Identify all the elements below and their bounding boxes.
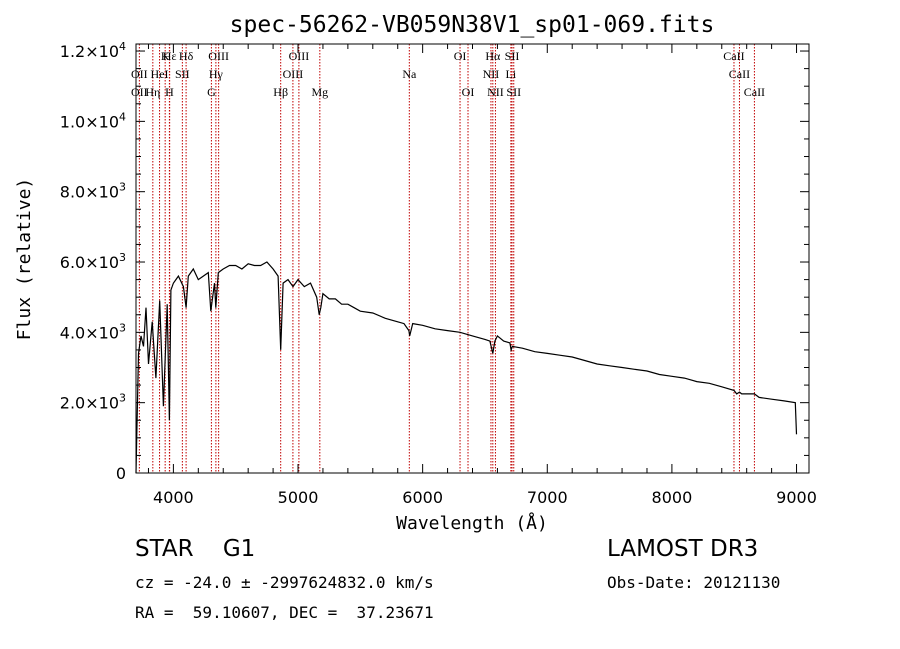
y-tick-label: 4.0×103 — [60, 321, 126, 342]
y-tick-label: 6.0×103 — [60, 251, 126, 272]
spectral-line-label: OIII — [208, 49, 229, 63]
x-axis-ticks: 4000 5000 6000 7000 8000 9000 — [147, 44, 817, 507]
spectral-line-label: H — [165, 85, 174, 99]
spectral-line-label: CaII — [744, 85, 765, 99]
y-tick-label: 2.0×103 — [60, 392, 126, 413]
chart-title: spec-56262-VB059N38V1_sp01-069.fits — [230, 12, 715, 38]
spectral-line-label: OII — [131, 85, 148, 99]
spectral-line-markers — [138, 44, 755, 473]
x-tick-label: 7000 — [527, 488, 568, 507]
spectral-line-label: Li — [506, 67, 517, 81]
spectral-line-label: Hη — [145, 85, 160, 99]
y-tick-label: 1.0×104 — [60, 110, 126, 131]
y-tick-label: 8.0×103 — [60, 181, 126, 202]
plot-frame — [135, 43, 810, 474]
spectral-line-label: Hγ — [209, 67, 224, 81]
object-subclass: G1 — [222, 536, 256, 562]
object-class-label: STAR G1 — [135, 536, 255, 562]
y-tick-label: 0 — [116, 464, 126, 483]
spectral-line-label: OII — [131, 67, 148, 81]
x-tick-label: 5000 — [278, 488, 319, 507]
spectral-line-label: Na — [402, 67, 417, 81]
y-axis-label: Flux (relative) — [14, 178, 35, 341]
x-tick-label: 6000 — [402, 488, 443, 507]
x-tick-label: 8000 — [652, 488, 693, 507]
spectral-line-label: Hβ — [273, 85, 288, 99]
object-class: STAR — [135, 536, 194, 562]
coordinates-text: RA = 59.10607, DEC = 37.23671 — [135, 603, 434, 622]
observation-date: Obs-Date: 20121130 — [607, 573, 781, 592]
spectral-line-label: K — [161, 49, 170, 63]
spectral-line-label: SII — [505, 49, 520, 63]
redshift-text: cz = -24.0 ± -2997624832.0 km/s — [135, 573, 434, 592]
spectral-line-label: OIII — [283, 67, 304, 81]
spectral-line-label: Hδ — [179, 49, 194, 63]
spectral-line-label: OI — [454, 49, 467, 63]
spectral-line-label: NII — [487, 85, 504, 99]
spectral-line-label: CaII — [729, 67, 750, 81]
y-tick-label: 1.2×104 — [60, 40, 126, 61]
spectrum-series-line — [135, 261, 798, 474]
spectral-line-label: G — [207, 85, 216, 99]
x-axis-label: Wavelength (Å) — [396, 512, 548, 534]
y-axis-ticks: 0 2.0×103 4.0×103 6.0×103 8.0×103 1.0×104 1.2×… — [60, 40, 809, 483]
x-tick-label: 9000 — [776, 488, 817, 507]
spectral-line-label: Hα — [485, 49, 501, 63]
spectral-line-label: SII — [506, 85, 521, 99]
spectral-line-label: OI — [462, 85, 475, 99]
spectral-line-label: NII — [483, 67, 500, 81]
spectral-line-label: OIII — [289, 49, 310, 63]
x-tick-label: 4000 — [153, 488, 194, 507]
spectral-line-label: CaII — [723, 49, 744, 63]
spectral-line-label: Mg — [311, 85, 328, 99]
spectral-line-label: HeI — [151, 67, 169, 81]
survey-label: LAMOST DR3 — [607, 536, 759, 562]
spectral-line-label: SII — [175, 67, 190, 81]
